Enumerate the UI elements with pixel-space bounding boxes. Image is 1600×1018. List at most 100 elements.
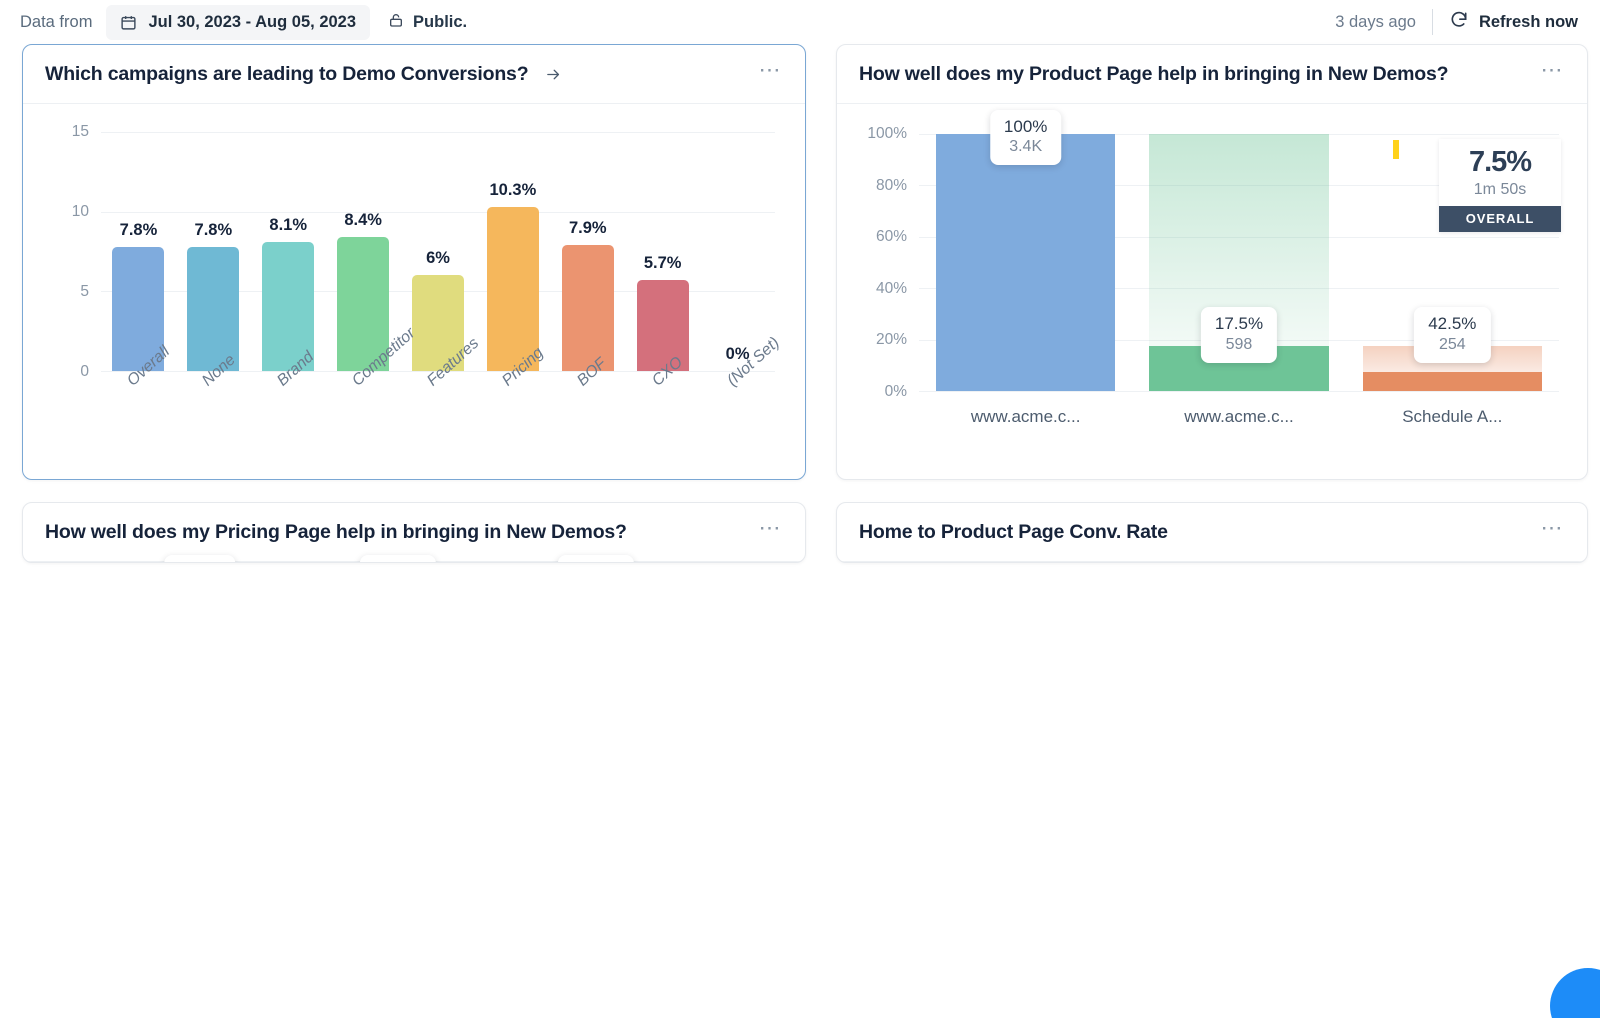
funnel-column[interactable]: 17.5% 598 xyxy=(1132,134,1345,391)
card-title: Which campaigns are leading to Demo Conv… xyxy=(45,62,529,85)
bar-series: 7.8% 7.8% 8.1% 8.4% 6% 10.3% 7.9% 5.7% 0% xyxy=(101,132,775,371)
card-header: Home to Product Page Conv. Rate ⋯ xyxy=(837,503,1587,562)
gridline: 80% xyxy=(876,177,1559,194)
card-home-to-product-conv-rate[interactable]: Home to Product Page Conv. Rate ⋯ Conver… xyxy=(836,502,1588,563)
dashboard-topbar: Data from Jul 30, 2023 - Aug 05, 2023 Pu… xyxy=(0,0,1600,44)
date-range-picker[interactable]: Jul 30, 2023 - Aug 05, 2023 xyxy=(106,4,371,40)
x-axis-tick: Overall xyxy=(101,343,176,467)
x-axis-tick: Competitor xyxy=(326,325,419,467)
x-axis-tick: Brand xyxy=(251,348,326,467)
bar-column[interactable]: 10.3% xyxy=(475,132,550,371)
bar-column[interactable]: 7.8% xyxy=(101,132,176,371)
dashboard-grid: Which campaigns are leading to Demo Conv… xyxy=(0,44,1600,563)
bar-value-label: 7.8% xyxy=(194,220,233,239)
funnel-step-count: 254 xyxy=(1438,336,1466,354)
card-title: How well does my Pricing Page help in br… xyxy=(45,520,627,543)
bar-column[interactable]: 7.8% xyxy=(176,132,251,371)
funnel-step-count: 598 xyxy=(1225,336,1253,354)
y-axis-tick-label: 0 xyxy=(80,363,89,380)
funnel-value-chip: 100% 3.4K xyxy=(989,109,1062,165)
funnel-value-chip: 21.4%932 xyxy=(359,554,437,563)
y-axis-tick-label: 0% xyxy=(884,383,907,400)
y-axis-tick-label: 80% xyxy=(875,176,907,194)
funnel-chart-x-axis: www.acme.c... www.acme.c... Schedule A... xyxy=(919,407,1559,427)
bar-value-label: 7.8% xyxy=(119,220,158,239)
arrow-right-icon[interactable] xyxy=(542,66,565,83)
refresh-label: Refresh now xyxy=(1478,12,1578,31)
refresh-icon xyxy=(1449,10,1469,35)
card-menu-button[interactable]: ⋯ xyxy=(758,514,783,540)
bar-column[interactable]: 7.9% xyxy=(550,132,625,371)
gridline: 60% xyxy=(876,228,1559,245)
x-axis-tick: None xyxy=(176,351,251,467)
card-menu-button[interactable]: ⋯ xyxy=(758,56,783,82)
bar-value-label: 0% xyxy=(725,345,750,363)
visibility-label: Public. xyxy=(413,12,468,31)
card-body: 0 5 10 15 7.8% 7.8% 8.1% 8.4% 6% 10.3% 7.9% 5.7% 0% … xyxy=(23,104,805,479)
card-demo-conversions[interactable]: Which campaigns are leading to Demo Conv… xyxy=(22,44,806,480)
gridline: 0% xyxy=(885,383,1559,400)
bar-column[interactable]: 5.7% xyxy=(625,132,700,371)
y-axis-tick-label: 20% xyxy=(875,331,907,349)
y-axis-tick-label: 60% xyxy=(875,228,907,246)
funnel-step-rate: 42.7% xyxy=(572,562,620,563)
bar[interactable] xyxy=(412,275,464,371)
bar-column[interactable]: 8.1% xyxy=(251,132,326,371)
x-axis-tick: (Not Set) xyxy=(700,334,783,467)
funnel-column[interactable]: 100% 3.4K xyxy=(919,109,1132,391)
bar[interactable] xyxy=(636,280,689,371)
gridline: 0 xyxy=(80,363,775,380)
bar[interactable] xyxy=(112,246,165,371)
funnel-series: 100% 3.4K 17.5% 598 42.5% 254 xyxy=(919,109,1559,391)
x-axis-tick-label: www.acme.c... xyxy=(970,407,1081,426)
funnel-bar[interactable] xyxy=(1362,371,1542,391)
funnel-value-chip: 42.5% 254 xyxy=(1414,307,1491,363)
bar[interactable] xyxy=(561,245,614,371)
bar[interactable] xyxy=(486,206,539,371)
chat-widget-button[interactable] xyxy=(1550,968,1600,1018)
overall-value: 7.5% xyxy=(1468,146,1532,179)
card-title: Home to Product Page Conv. Rate xyxy=(859,520,1168,543)
card-menu-button[interactable]: ⋯ xyxy=(1540,514,1565,540)
bar[interactable] xyxy=(337,237,390,371)
card-header: How well does my Pricing Page help in br… xyxy=(23,503,805,562)
funnel-bar[interactable] xyxy=(936,134,1116,391)
funnel-step-count: 3.4K xyxy=(1009,138,1043,156)
card-product-page-funnel[interactable]: How well does my Product Page help in br… xyxy=(836,44,1588,480)
x-axis-tick: BOF xyxy=(550,355,625,467)
funnel-step-rate: 100% xyxy=(178,562,221,563)
bar-column[interactable]: 0% xyxy=(700,132,775,371)
y-axis-tick-label: 40% xyxy=(875,279,907,297)
bar[interactable] xyxy=(187,246,240,371)
bar[interactable] xyxy=(262,241,315,371)
bar-column[interactable]: 8.4% xyxy=(326,132,401,371)
funnel-value-chip: 17.5% 598 xyxy=(1200,307,1278,363)
funnel-value-chip: 42.7%398 xyxy=(557,554,635,563)
bar-value-label: 8.4% xyxy=(344,211,382,230)
bar-value-label: 5.7% xyxy=(643,254,682,273)
funnel-step-rate: 17.5% xyxy=(1214,314,1264,334)
bar-chart-x-axis: Overall None Brand Competitor Features Pricin… xyxy=(101,325,783,467)
bar-value-label: 7.9% xyxy=(568,219,607,238)
gridline: 40% xyxy=(876,280,1559,297)
funnel-step-rate: 100% xyxy=(1003,116,1048,136)
y-axis-tick-label: 5 xyxy=(80,282,89,300)
card-menu-button[interactable]: ⋯ xyxy=(1540,56,1565,82)
refresh-now-button[interactable]: Refresh now xyxy=(1449,10,1578,35)
data-from-label: Data from xyxy=(20,12,93,31)
bar-column[interactable]: 6% xyxy=(401,132,476,371)
card-header: How well does my Product Page help in br… xyxy=(837,45,1587,104)
funnel-overall-box: 7.5% 1m 50s OVERALL xyxy=(1439,139,1561,232)
funnel-column[interactable]: 42.5% 254 xyxy=(1346,134,1559,391)
bar-value-label: 8.1% xyxy=(269,215,308,234)
text-cursor-marker xyxy=(1393,140,1399,159)
funnel-step-rate: 21.4% xyxy=(374,562,422,563)
card-pricing-page-funnel[interactable]: How well does my Pricing Page help in br… xyxy=(22,502,806,563)
bar-chart-plot: 0 5 10 15 7.8% 7.8% 8.1% 8.4% 6% 10.3% 7.9% 5.7% 0% xyxy=(72,123,775,380)
date-range-value: Jul 30, 2023 - Aug 05, 2023 xyxy=(148,12,357,31)
gridline: 100% xyxy=(867,125,1559,142)
visibility-status[interactable]: Public. xyxy=(388,11,467,34)
gridline: 15 xyxy=(72,123,775,140)
overall-tag: OVERALL xyxy=(1439,205,1561,232)
topbar-divider xyxy=(1431,9,1433,35)
